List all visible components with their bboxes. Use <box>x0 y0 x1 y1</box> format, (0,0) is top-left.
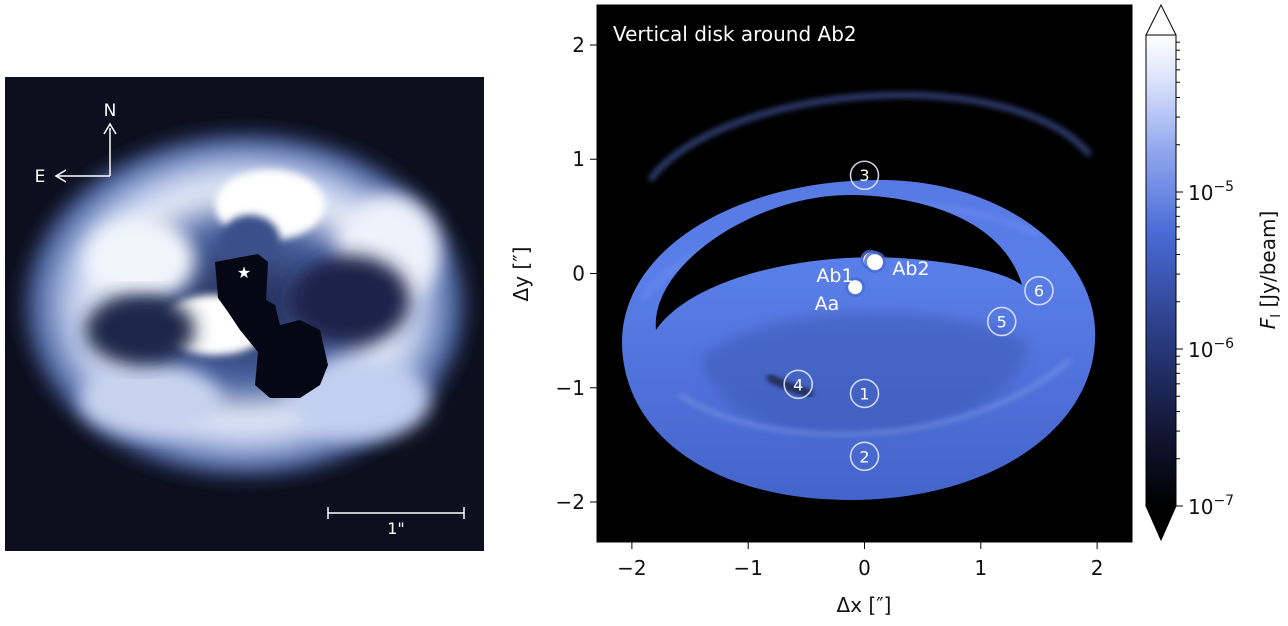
region-marker-6: 6 <box>1024 275 1054 306</box>
source-label-ab1: Ab1 <box>816 265 853 287</box>
model-panel-title: Vertical disk around Ab2 <box>613 22 857 46</box>
region-marker-5: 5 <box>986 306 1017 337</box>
observation-image <box>5 77 484 551</box>
x-tick-label: −2 <box>617 556 646 580</box>
colorbar-extend-top <box>1145 3 1177 36</box>
colorbar-tick-label: 10−7 <box>1188 493 1234 519</box>
star-aa <box>845 277 866 298</box>
colorbar-ticks: 10−5 10−6 10−7 <box>1176 41 1234 519</box>
x-tick-label: 0 <box>858 556 871 580</box>
y-tick-label: 2 <box>572 33 585 57</box>
region-marker-label: 3 <box>859 166 869 185</box>
x-tick-label: −1 <box>733 556 762 580</box>
colorbar-tick-label: 10−5 <box>1188 179 1234 205</box>
y-tick-label: −2 <box>556 490 585 514</box>
central-mask <box>215 254 328 398</box>
compass-east-label: E <box>35 167 46 187</box>
colorbar: 10−5 10−6 10−7 FI [Jy/beam] <box>1145 3 1284 542</box>
source-label-ab2: Ab2 <box>892 258 929 280</box>
region-marker-2: 2 <box>849 441 880 472</box>
compass-north-label: N <box>104 101 117 121</box>
colorbar-label: FI [Jy/beam] <box>1256 211 1284 330</box>
star-marker-lower: ★ <box>230 325 244 344</box>
star-sources <box>845 249 886 298</box>
x-tick-label: 2 <box>1091 556 1104 580</box>
y-tick-label: −1 <box>556 376 585 400</box>
y-axis-ticks: −2 −1 0 1 2 <box>556 33 597 514</box>
star-ab2 <box>863 251 886 274</box>
region-marker-3: 3 <box>849 160 880 191</box>
disk-ring <box>597 5 1132 542</box>
colorbar-tick-label: 10−6 <box>1188 336 1234 362</box>
region-marker-label: 6 <box>1034 282 1044 301</box>
scale-bar: 1" <box>327 507 465 538</box>
y-tick-label: 0 <box>572 262 585 286</box>
compass: N E <box>35 101 117 187</box>
y-tick-label: 1 <box>572 147 585 171</box>
region-marker-label: 4 <box>793 375 803 394</box>
x-axis-ticks: −2 −1 0 1 2 <box>617 542 1103 580</box>
x-tick-label: 1 <box>974 556 987 580</box>
dark-streak <box>766 374 813 397</box>
x-axis-label: Δx [″] <box>837 593 892 617</box>
colorbar-extend-bottom <box>1145 505 1177 542</box>
star-marker-upper: ★ <box>237 263 251 282</box>
source-label-aa: Aa <box>815 293 840 315</box>
region-marker-label: 1 <box>859 384 869 403</box>
region-markers: 1 2 3 4 5 6 <box>783 160 1054 472</box>
colorbar-gradient <box>1146 35 1176 506</box>
y-axis-label: Δy [″] <box>509 247 533 302</box>
region-marker-4: 4 <box>783 369 814 400</box>
region-marker-1: 1 <box>849 378 880 409</box>
region-marker-label: 2 <box>859 447 869 466</box>
region-marker-label: 5 <box>997 312 1007 331</box>
scale-bar-label: 1" <box>387 519 405 538</box>
